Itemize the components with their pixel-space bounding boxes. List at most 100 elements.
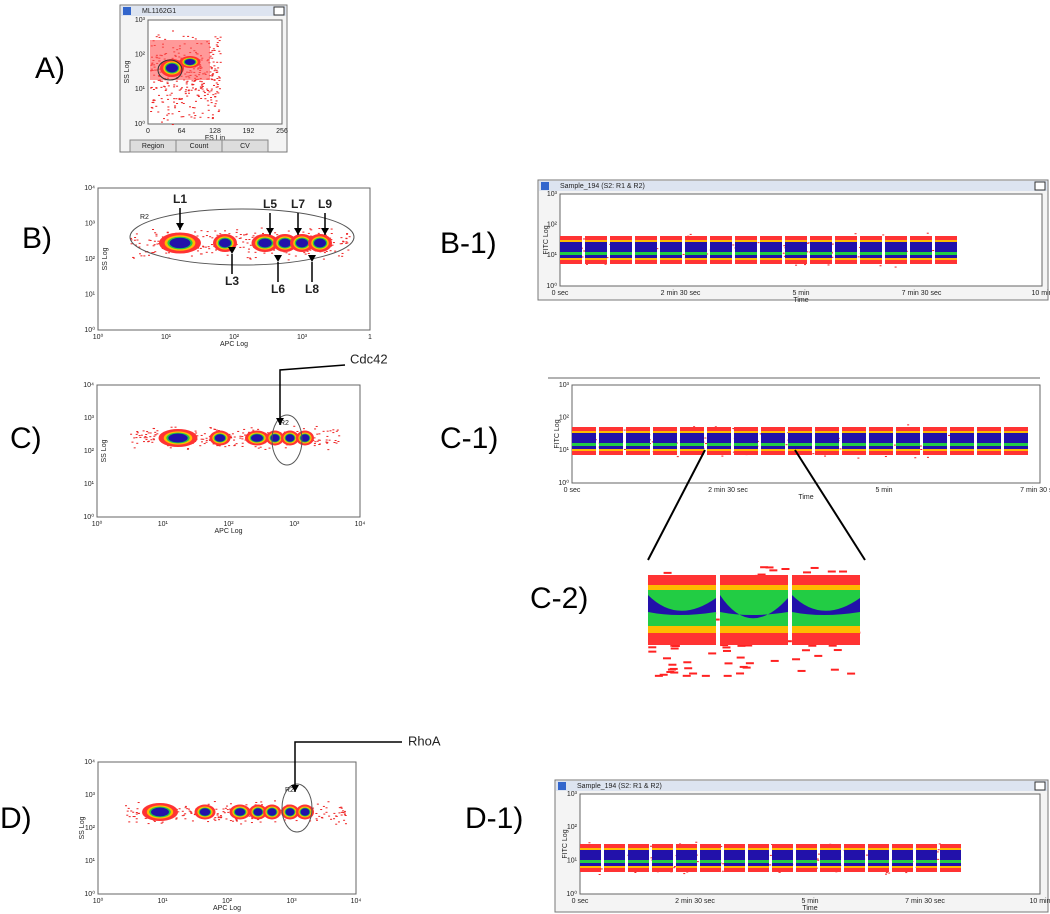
time-block	[734, 443, 758, 446]
event-dot	[180, 102, 183, 104]
event-dot	[207, 109, 210, 111]
event-dot	[164, 38, 167, 40]
event-dot	[217, 816, 220, 818]
time-block	[707, 443, 731, 446]
event-dot	[937, 858, 940, 860]
event-dot	[920, 448, 923, 450]
event-dot	[663, 571, 672, 574]
event-dot	[184, 807, 187, 809]
event-dot	[151, 252, 154, 254]
event-dot	[202, 90, 205, 92]
event-dot	[293, 425, 296, 427]
event-dot	[792, 658, 801, 661]
event-dot	[154, 434, 157, 436]
event-dot	[228, 233, 231, 235]
event-dot	[153, 81, 156, 83]
event-dot	[893, 444, 896, 446]
event-dot	[208, 248, 211, 250]
event-dot	[307, 252, 310, 254]
event-dot	[271, 252, 274, 254]
event-dot	[343, 810, 346, 812]
event-dot	[181, 98, 184, 100]
event-dot	[167, 85, 170, 87]
time-block	[950, 443, 974, 446]
window-title: Sample_194 (S2: R1 & R2)	[577, 783, 662, 790]
event-dot	[153, 820, 156, 822]
event-dot	[316, 433, 319, 435]
event-dot	[229, 436, 232, 438]
event-dot	[264, 448, 267, 450]
y-tick-label: 10²	[85, 256, 96, 263]
event-dot	[133, 816, 136, 818]
event-dot	[224, 230, 227, 232]
event-dot	[219, 53, 222, 55]
y-tick-label: 10⁰	[558, 479, 569, 487]
event-dot	[219, 815, 222, 817]
event-dot	[229, 808, 232, 810]
event-dot	[200, 84, 203, 86]
x-tick-label: 7 min 30 sec	[902, 290, 942, 297]
event-dot	[327, 449, 330, 451]
time-block	[977, 443, 1001, 446]
event-dot	[213, 105, 216, 107]
event-dot	[156, 243, 159, 245]
x-tick-label: 7 min 30 sec	[1020, 487, 1050, 494]
event-dot	[218, 819, 221, 821]
event-dot	[200, 97, 203, 99]
event-dot	[879, 265, 882, 267]
event-dot	[225, 818, 228, 820]
event-dot	[720, 644, 729, 647]
tab[interactable]	[221, 139, 269, 153]
event-dot	[186, 86, 189, 88]
event-dot	[667, 668, 676, 671]
event-dot	[248, 248, 251, 250]
y-tick-label: 10²	[84, 448, 95, 455]
event-dot	[145, 434, 148, 436]
time-block	[810, 252, 832, 255]
zoom-line	[647, 449, 706, 561]
event-dot	[938, 843, 941, 845]
time-block	[735, 242, 757, 258]
x-axis-label: APC Log	[214, 528, 242, 535]
event-dot	[174, 426, 177, 428]
time-block	[820, 860, 841, 863]
region-gate	[281, 783, 313, 833]
annotation-arrow-head	[276, 418, 284, 425]
event-dot	[147, 441, 150, 443]
event-dot	[178, 110, 181, 112]
event-dot	[244, 434, 247, 436]
event-dot	[130, 810, 133, 812]
time-block	[842, 443, 866, 446]
event-dot	[191, 84, 194, 86]
x-tick-label: 5 min	[875, 487, 892, 494]
event-dot	[209, 71, 212, 73]
time-block	[585, 242, 607, 258]
close-button[interactable]	[273, 6, 285, 16]
event-dot	[175, 98, 178, 100]
close-button[interactable]	[1034, 181, 1046, 191]
event-dot	[309, 249, 312, 251]
event-dot	[173, 84, 176, 86]
event-dot	[257, 428, 260, 430]
y-tick-label: 10⁰	[84, 326, 95, 334]
panel-label: C-2)	[530, 582, 588, 615]
event-dot	[708, 652, 717, 655]
time-block	[772, 860, 793, 863]
event-dot	[340, 814, 343, 816]
event-dot	[828, 644, 837, 647]
time-block	[628, 860, 649, 863]
event-dot	[193, 814, 196, 816]
close-button[interactable]	[1034, 781, 1046, 791]
event-dot	[152, 89, 155, 91]
event-dot	[231, 820, 234, 822]
time-block	[572, 433, 596, 449]
event-dot	[153, 240, 156, 242]
time-block	[810, 242, 832, 258]
event-dot	[330, 233, 333, 235]
time-block	[560, 252, 582, 255]
event-dot	[180, 116, 183, 118]
event-dot	[156, 433, 159, 435]
event-dot	[340, 811, 343, 813]
density-blob	[219, 238, 231, 248]
event-dot	[205, 235, 208, 237]
